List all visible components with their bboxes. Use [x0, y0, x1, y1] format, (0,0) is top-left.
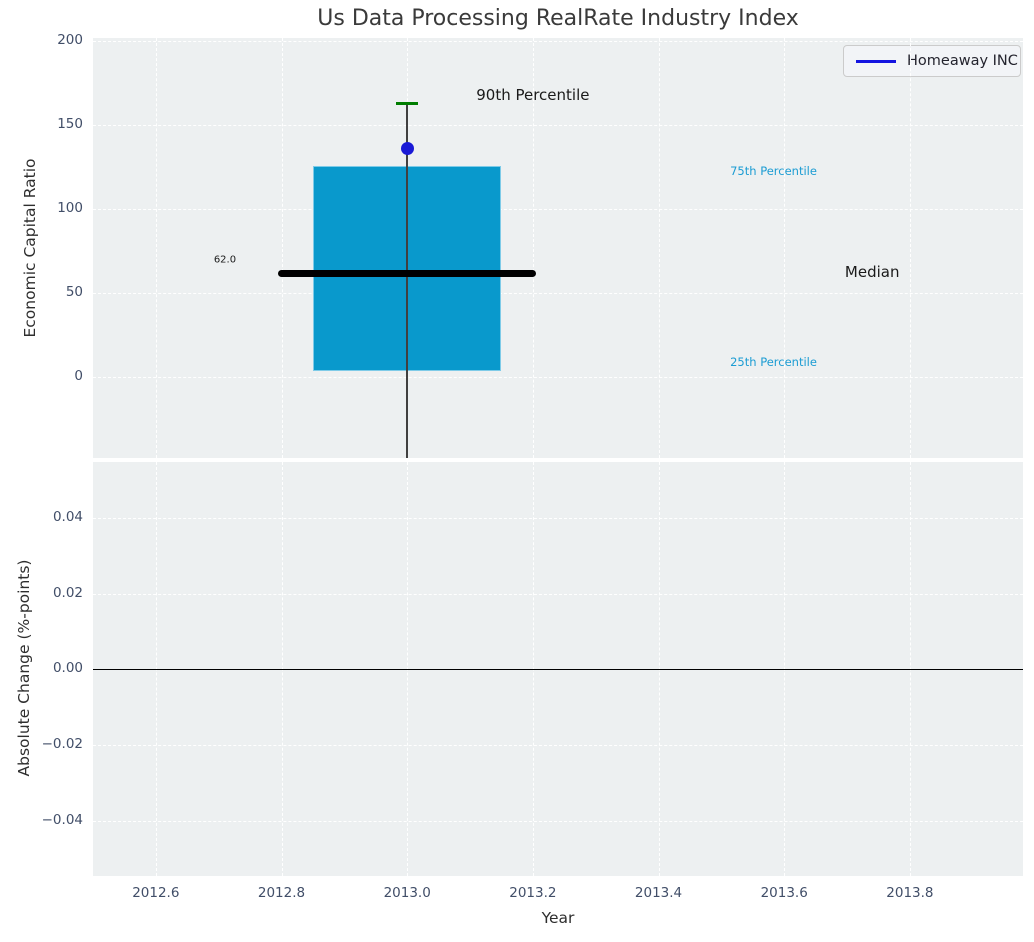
legend-line-icon	[856, 59, 896, 63]
25th-percentile-label: 25th Percentile	[730, 355, 817, 370]
median-line	[278, 269, 537, 277]
zero-line	[93, 668, 1023, 671]
gridline-horizontal	[93, 377, 1023, 379]
gridline-vertical	[784, 38, 786, 458]
y-tick-label: 0	[74, 368, 83, 385]
whisker-line	[406, 103, 408, 458]
x-tick-label: 2012.8	[257, 885, 306, 901]
y-tick-label: 0.04	[52, 508, 83, 525]
top-plot-area	[93, 38, 1023, 458]
gridline-horizontal	[93, 125, 1023, 127]
y-tick-label: −0.02	[41, 736, 83, 753]
gridline-vertical	[909, 38, 911, 458]
median-value-label: 62.0	[213, 254, 237, 266]
gridline-vertical	[658, 38, 660, 458]
90th-percentile-cap	[396, 102, 419, 106]
75th-percentile-label: 75th Percentile	[730, 163, 817, 178]
gridline-horizontal	[93, 517, 1023, 519]
gridline-vertical	[532, 38, 534, 458]
90th-percentile-label: 90th Percentile	[476, 86, 590, 105]
gridline-horizontal	[93, 293, 1023, 295]
x-axis-label: Year	[541, 909, 575, 927]
y-tick-label: 100	[57, 200, 83, 217]
gridline-horizontal	[93, 821, 1023, 823]
legend-label: Homeaway INC	[907, 53, 1018, 69]
y-tick-label: 0.02	[52, 584, 83, 601]
legend: Homeaway INC	[843, 45, 1021, 77]
gridline-horizontal	[93, 41, 1023, 43]
gridline-vertical	[155, 38, 157, 458]
y-tick-label: 150	[57, 116, 83, 133]
gridline-horizontal	[93, 209, 1023, 211]
y-tick-label: 50	[65, 284, 83, 301]
x-tick-label: 2012.6	[132, 885, 180, 901]
y-tick-label: 0.00	[52, 660, 83, 677]
y-tick-label: 200	[57, 32, 83, 49]
gridline-horizontal	[93, 745, 1023, 747]
y-tick-label: −0.04	[41, 812, 83, 829]
x-tick-label: 2013.0	[383, 885, 431, 901]
median-label: Median	[844, 262, 900, 281]
x-tick-label: 2013.8	[886, 885, 934, 901]
chart-title: Us Data Processing RealRate Industry Ind…	[317, 6, 799, 31]
company-point	[400, 142, 414, 156]
top-y-axis-label: Economic Capital Ratio	[21, 158, 39, 338]
gridline-vertical	[281, 38, 283, 458]
gridline-horizontal	[93, 593, 1023, 595]
x-tick-label: 2013.6	[760, 885, 808, 901]
x-tick-label: 2013.2	[509, 885, 557, 901]
x-tick-label: 2013.4	[634, 885, 683, 901]
